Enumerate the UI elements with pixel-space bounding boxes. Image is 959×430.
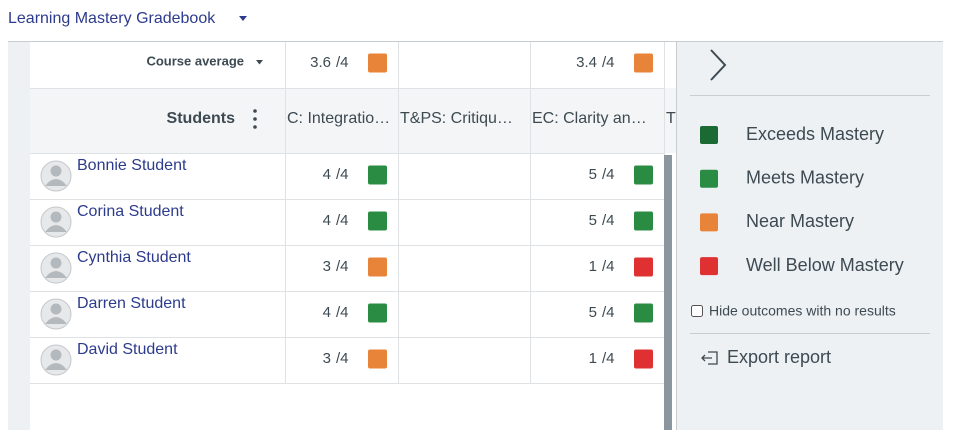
score: 4 (323, 166, 331, 183)
student-name[interactable]: Corina Student (77, 203, 184, 220)
out-of: /4 (602, 212, 615, 229)
legend-label: Exceeds Mastery (746, 124, 884, 144)
mastery-square (634, 257, 653, 277)
dropdown-caret[interactable] (239, 16, 247, 21)
export-icon[interactable] (701, 351, 718, 365)
left-gutter (8, 42, 30, 430)
avatar-head (50, 257, 62, 269)
score: 1 (589, 258, 597, 275)
avatar-body (45, 271, 67, 278)
student-name[interactable]: Cynthia Student (77, 249, 191, 266)
column-header: T (666, 110, 676, 127)
avatar-head (50, 211, 62, 223)
avatar-head (50, 303, 62, 315)
mastery-square (368, 211, 387, 231)
out-of: /4 (602, 54, 615, 71)
column-header: EC: Clarity an… (532, 110, 647, 127)
mastery-square (368, 165, 387, 185)
mastery-square (634, 211, 653, 231)
average-score: 3.4 (576, 54, 597, 71)
out-of: /4 (336, 166, 349, 183)
average-score: 3.6 (310, 54, 331, 71)
score: 5 (589, 212, 597, 229)
avatar-head (50, 165, 62, 177)
mastery-square (634, 349, 653, 369)
average-caret[interactable] (256, 60, 263, 65)
avatar-head (50, 349, 62, 361)
legend-swatch (700, 169, 718, 188)
avatar-body (45, 225, 67, 232)
score: 3 (323, 350, 331, 367)
legend-label: Well Below Mastery (746, 255, 904, 275)
column-header: T&PS: Critiqu… (400, 110, 513, 127)
student-name[interactable]: David Student (77, 341, 178, 358)
out-of: /4 (336, 212, 349, 229)
score: 4 (323, 304, 331, 321)
score: 3 (323, 258, 331, 275)
avatar-body (45, 363, 67, 370)
score: 5 (589, 304, 597, 321)
students-header[interactable]: Students (167, 110, 236, 127)
mastery-square (368, 349, 387, 369)
header-row (30, 88, 676, 153)
score: 1 (589, 350, 597, 367)
scroll-arrow[interactable] (664, 157, 672, 163)
export-report[interactable]: Export report (727, 347, 831, 367)
score: 5 (589, 166, 597, 183)
mastery-square (368, 303, 387, 323)
mastery-square (634, 53, 653, 73)
student-name[interactable]: Bonnie Student (77, 157, 187, 174)
kebab-menu[interactable] (253, 109, 257, 129)
legend-swatch (700, 257, 718, 276)
score: 4 (323, 212, 331, 229)
mastery-square (368, 53, 387, 73)
legend-label: Near Mastery (746, 211, 854, 231)
hide-checkbox[interactable] (691, 305, 703, 317)
out-of: /4 (336, 54, 349, 71)
gradebook-menu[interactable]: Learning Mastery Gradebook (8, 10, 216, 27)
average-label[interactable]: Course average (146, 53, 244, 68)
out-of: /4 (602, 258, 615, 275)
scrollbar[interactable] (664, 155, 672, 430)
out-of: /4 (336, 304, 349, 321)
legend-swatch (700, 126, 718, 144)
hide-label[interactable]: Hide outcomes with no results (709, 303, 896, 319)
out-of: /4 (602, 350, 615, 367)
out-of: /4 (336, 258, 349, 275)
average-row (30, 42, 676, 88)
mastery-square (634, 165, 653, 185)
out-of: /4 (602, 304, 615, 321)
side-panel (676, 42, 943, 430)
out-of: /4 (336, 350, 349, 367)
student-name[interactable]: Darren Student (77, 295, 186, 312)
collapse-chevron[interactable] (710, 49, 727, 81)
mastery-square (368, 257, 387, 277)
mastery-square (634, 303, 653, 323)
out-of: /4 (602, 166, 615, 183)
legend-swatch (700, 213, 718, 232)
legend-label: Meets Mastery (746, 167, 864, 187)
column-header: C: Integratio… (287, 110, 390, 127)
avatar-body (45, 179, 67, 186)
avatar-body (45, 317, 67, 324)
